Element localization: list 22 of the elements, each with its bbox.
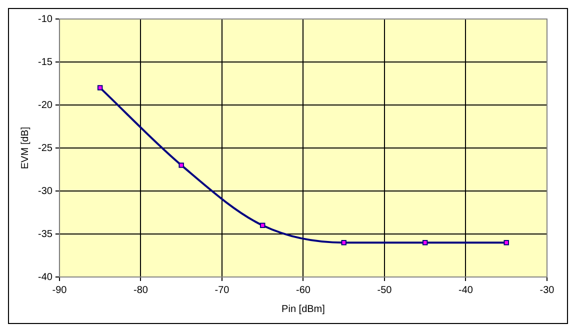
y-tick-label: -15 <box>38 56 53 68</box>
point <box>422 240 428 246</box>
x-tick-label: -80 <box>133 284 148 296</box>
y-tick-label: -35 <box>38 228 53 240</box>
x-tick-label: -90 <box>52 284 68 296</box>
point <box>178 162 184 168</box>
y-tick-label: -10 <box>38 14 53 25</box>
point <box>260 222 266 228</box>
x-axis-title: Pin [dBm] <box>282 304 326 315</box>
x-tick-label: -70 <box>214 284 230 296</box>
point <box>504 240 509 246</box>
y-tick-label: -20 <box>38 100 53 111</box>
y-tick-label: -25 <box>38 142 53 154</box>
x-tick-label: -60 <box>296 284 311 296</box>
y-axis-title: EVM [dB] <box>20 126 31 170</box>
point <box>341 240 346 246</box>
y-tick-label: -40 <box>38 272 53 283</box>
x-tick-label: -40 <box>458 284 474 296</box>
point <box>97 85 103 90</box>
y-tick-label: -30 <box>38 186 53 197</box>
x-tick-label: -50 <box>377 284 392 296</box>
x-tick-label: -30 <box>540 284 555 296</box>
